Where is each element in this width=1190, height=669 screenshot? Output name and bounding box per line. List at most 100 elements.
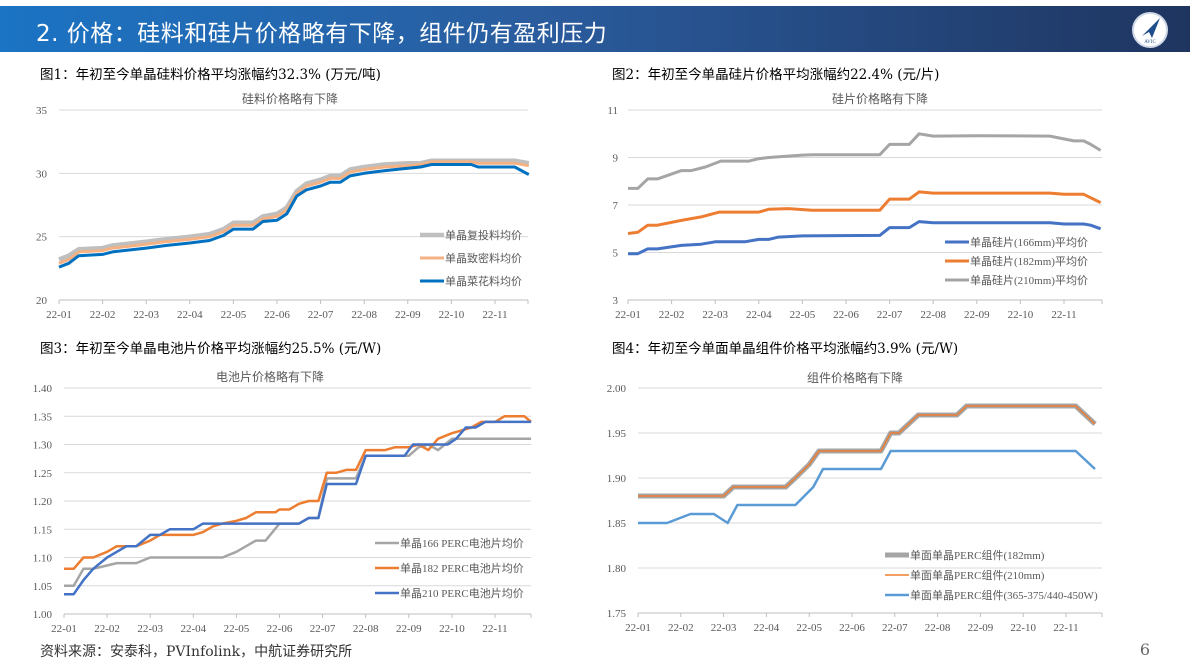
y-tick-label: 25 (36, 232, 48, 244)
slide-title: 2. 价格：硅料和硅片价格略有下降，组件仍有盈利压力 (36, 21, 608, 47)
legend-label: 单晶166 PERC电池片均价 (400, 537, 524, 550)
legend-label: 单晶复投料均价 (445, 228, 522, 242)
y-tick-label: 7 (613, 200, 619, 212)
x-tick-label: 22-07 (882, 622, 908, 634)
module-price-chart: 组件价格略有下降 1.75 1.80 1.85 1.90 1.95 2.00 22-01 22-… (607, 370, 1103, 634)
y-tick-label: 11 (607, 105, 618, 117)
x-tick-label: 22-11 (1051, 309, 1076, 321)
chart-title: 硅料价格略有下降 (242, 91, 338, 106)
y-tick-label: 1.30 (33, 440, 53, 452)
y-tick-label: 1.75 (607, 608, 627, 620)
x-tick-label: 22-03 (137, 623, 163, 635)
x-tick-label: 22-11 (482, 623, 507, 635)
series-line-3 (628, 132, 1102, 190)
series-line-3 (638, 449, 1096, 525)
y-tick-label: 1.35 (33, 411, 53, 423)
x-tick-label: 22-07 (308, 309, 334, 321)
chart-title: 硅片价格略有下降 (832, 91, 928, 106)
legend-label: 单晶致密料均价 (445, 251, 522, 265)
x-tick-label: 22-05 (224, 623, 250, 635)
x-tick-label: 22-02 (90, 309, 116, 321)
x-tick-label: 22-03 (711, 622, 737, 634)
x-tick-label: 22-09 (395, 309, 421, 321)
x-tick-label: 22-04 (177, 309, 203, 321)
slide-header: 2. 价格：硅料和硅片价格略有下降，组件仍有盈利压力 AVIC (0, 6, 1190, 52)
legend-label: 单面单晶PERC组件(182mm) (910, 548, 1045, 562)
x-tick-label: 22-07 (877, 309, 903, 321)
y-tick-label: 1.15 (33, 524, 53, 536)
x-tick-label: 22-02 (668, 622, 694, 634)
y-tick-label: 2.00 (607, 383, 627, 395)
chart-title: 组件价格略有下降 (807, 370, 903, 385)
x-tick-label: 22-11 (482, 309, 507, 321)
y-tick-label: 20 (36, 295, 48, 307)
wafer-price-chart: 硅片价格略有下降 3 5 7 9 11 22-01 22-02 22-03 22-04 22-05 2… (607, 91, 1103, 321)
y-tick-label: 1.80 (607, 563, 627, 575)
x-tick-label: 22-06 (264, 309, 290, 321)
legend-label: 单面单晶PERC组件(210mm) (910, 568, 1045, 582)
x-tick-label: 22-08 (351, 309, 377, 321)
figure-2-caption: 图2：年初至今单晶硅片价格平均涨幅约22.4% (元/片) (612, 67, 940, 83)
figure-3-caption: 图3：年初至今单晶电池片价格平均涨幅约25.5% (元/W) (40, 341, 382, 357)
y-tick-label: 3 (613, 295, 619, 307)
y-tick-label: 9 (613, 153, 619, 165)
x-tick-label: 22-03 (133, 309, 159, 321)
y-tick-label: 1.10 (33, 553, 53, 565)
legend-label: 单晶硅片(166mm)平均价 (970, 236, 1088, 249)
series-line-2 (58, 160, 530, 265)
y-tick-label: 30 (36, 168, 48, 180)
x-tick-label: 22-07 (310, 623, 336, 635)
polysilicon-price-chart: 硅料价格略有下降 20 25 30 35 22-01 22-02 22-03 22-04 22-0… (36, 91, 530, 321)
y-tick-label: 1.05 (33, 581, 53, 593)
series-line-3 (58, 163, 530, 269)
series-line-1 (628, 220, 1102, 256)
legend-label: 单晶210 PERC电池片均价 (400, 587, 524, 600)
y-tick-label: 1.20 (33, 496, 53, 508)
x-tick-label: 22-01 (51, 623, 77, 635)
figure-1-caption: 图1：年初至今单晶硅料价格平均涨幅约32.3% (万元/吨) (40, 67, 381, 83)
page-number: 6 (1139, 640, 1150, 659)
x-tick-label: 22-09 (396, 623, 422, 635)
x-tick-label: 22-08 (353, 623, 379, 635)
x-tick-label: 22-04 (180, 623, 206, 635)
y-tick-label: 1.95 (607, 428, 627, 440)
source-note: 资料来源：安泰科，PVInfolink，中航证券研究所 (40, 644, 353, 660)
x-tick-label: 22-09 (968, 622, 994, 634)
x-tick-label: 22-01 (46, 309, 72, 321)
x-tick-label: 22-08 (925, 622, 951, 634)
figure-4-caption: 图4：年初至今单面单晶组件价格平均涨幅约3.9% (元/W) (612, 341, 959, 357)
avic-logo-icon: AVIC (1132, 12, 1168, 48)
x-tick-label: 22-06 (839, 622, 865, 634)
series-line-2 (627, 190, 1102, 235)
x-tick-label: 22-09 (964, 309, 990, 321)
y-tick-label: 1.25 (33, 468, 53, 480)
x-tick-label: 22-10 (439, 623, 465, 635)
series-line-2 (638, 405, 1096, 497)
legend-label: 单晶菜花料均价 (445, 274, 522, 288)
x-tick-label: 22-03 (702, 309, 728, 321)
y-tick-label: 35 (36, 105, 48, 117)
x-tick-label: 22-06 (267, 623, 293, 635)
y-tick-label: 1.00 (33, 609, 53, 621)
y-tick-label: 5 (613, 248, 619, 260)
x-tick-label: 22-04 (746, 309, 772, 321)
legend-label: 单晶182 PERC电池片均价 (400, 562, 524, 575)
x-tick-label: 22-10 (1010, 622, 1036, 634)
svg-text:AVIC: AVIC (1144, 40, 1156, 45)
x-tick-label: 22-05 (790, 309, 816, 321)
series-line-2 (64, 414, 532, 571)
x-tick-label: 22-01 (615, 309, 641, 321)
y-tick-label: 1.90 (607, 473, 627, 485)
x-tick-label: 22-05 (221, 309, 247, 321)
series-line-3 (64, 420, 532, 596)
x-tick-label: 22-02 (94, 623, 120, 635)
chart-title: 电池片价格略有下降 (216, 369, 324, 384)
x-tick-label: 22-11 (1053, 622, 1078, 634)
y-tick-label: 1.40 (33, 383, 53, 395)
x-tick-label: 22-06 (833, 309, 859, 321)
cell-price-chart: 电池片价格略有下降 1.00 1.05 1.10 1.15 1.20 1.25 1.30 1.3… (33, 369, 532, 635)
x-tick-label: 22-04 (754, 622, 780, 634)
x-tick-label: 22-10 (439, 309, 465, 321)
x-tick-label: 22-01 (625, 622, 651, 634)
legend-label: 单晶硅片(210mm)平均价 (970, 274, 1088, 287)
